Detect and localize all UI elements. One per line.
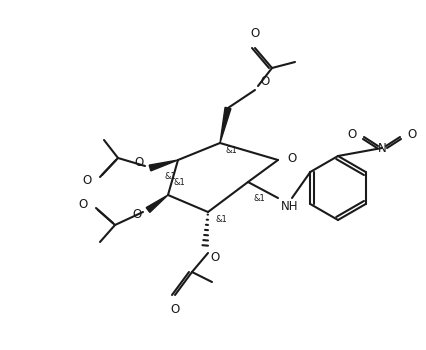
Text: &1: &1	[164, 172, 176, 181]
Polygon shape	[146, 195, 168, 212]
Text: O: O	[83, 174, 92, 187]
Text: O: O	[260, 75, 269, 88]
Text: O: O	[250, 27, 259, 40]
Polygon shape	[149, 160, 178, 171]
Text: O: O	[133, 208, 142, 220]
Text: &1: &1	[216, 215, 228, 224]
Text: O: O	[135, 156, 144, 169]
Text: N: N	[377, 141, 386, 154]
Text: O: O	[407, 128, 416, 141]
Polygon shape	[220, 107, 231, 143]
Text: O: O	[287, 152, 296, 164]
Text: O: O	[210, 251, 219, 264]
Text: O: O	[170, 303, 180, 316]
Text: &1: &1	[253, 194, 265, 203]
Text: O: O	[348, 128, 357, 141]
Text: &1: &1	[225, 146, 237, 155]
Text: O: O	[79, 198, 88, 211]
Text: NH: NH	[281, 200, 299, 213]
Text: &1: &1	[173, 178, 185, 187]
